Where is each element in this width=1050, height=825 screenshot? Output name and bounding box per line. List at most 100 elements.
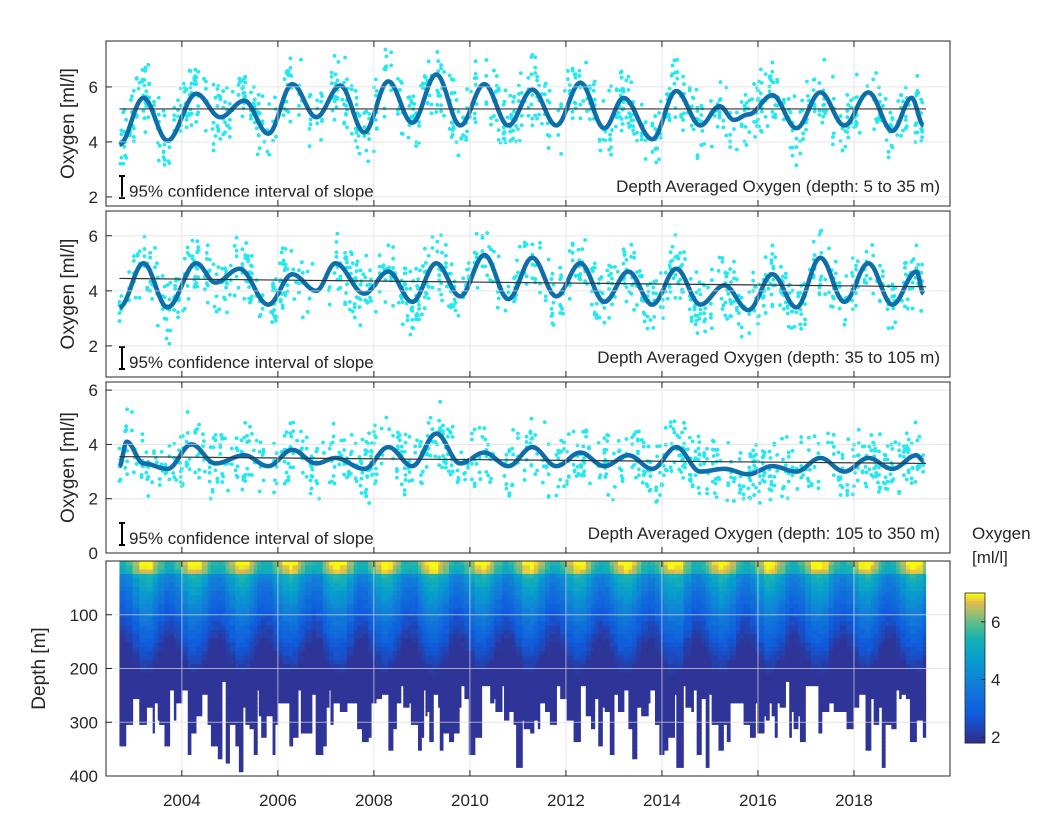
heatmap-cell xyxy=(311,578,317,583)
data-point xyxy=(511,427,516,432)
heatmap-cell xyxy=(119,569,127,575)
data-point xyxy=(648,487,653,492)
data-point xyxy=(893,440,898,445)
data-point xyxy=(439,63,444,67)
data-point xyxy=(632,132,637,136)
heatmap-cell xyxy=(266,582,274,588)
heatmap-cell xyxy=(249,715,255,721)
data-point xyxy=(365,300,370,305)
heatmap-cell xyxy=(225,561,230,566)
heatmap-cell xyxy=(217,737,223,743)
heatmap-cell xyxy=(146,599,154,605)
data-point xyxy=(748,478,753,483)
data-point xyxy=(354,102,359,107)
data-point xyxy=(697,452,702,457)
data-point xyxy=(167,297,172,302)
data-point xyxy=(463,471,468,475)
data-point xyxy=(131,139,136,144)
heatmap-cell xyxy=(289,737,294,743)
heatmap-cell xyxy=(277,569,283,575)
heatmap-cell xyxy=(210,677,219,682)
data-point xyxy=(845,489,850,494)
heatmap-cell xyxy=(154,578,159,583)
data-point xyxy=(167,341,172,346)
heatmap-cell xyxy=(249,625,255,631)
heatmap-cell xyxy=(225,608,230,614)
heatmap-cell xyxy=(282,655,290,661)
data-point xyxy=(429,102,434,107)
data-point xyxy=(709,312,713,317)
data-point xyxy=(551,300,556,305)
data-point xyxy=(599,275,604,280)
heatmap-cell xyxy=(125,621,134,626)
heatmap-cell xyxy=(282,608,290,614)
heatmap-cell xyxy=(201,629,209,635)
heatmap-cell xyxy=(217,608,223,614)
heatmap-cell xyxy=(119,565,127,571)
data-point xyxy=(373,479,378,483)
heatmap-cell xyxy=(235,629,240,635)
data-point xyxy=(292,297,297,302)
data-point xyxy=(898,453,902,458)
data-point xyxy=(571,462,576,467)
heatmap-cell xyxy=(139,565,147,571)
data-point xyxy=(223,130,227,135)
heatmap-cell xyxy=(261,711,267,717)
heatmap-cell xyxy=(315,655,324,661)
heatmap-cell xyxy=(282,659,290,665)
data-point xyxy=(246,257,251,262)
data-point xyxy=(812,253,817,257)
data-point xyxy=(583,238,588,242)
heatmap-cell xyxy=(235,690,240,695)
data-point xyxy=(140,67,145,72)
heatmap-cell xyxy=(300,651,306,657)
data-point xyxy=(444,253,448,258)
data-point xyxy=(877,473,881,477)
data-point xyxy=(558,477,563,482)
data-point xyxy=(403,271,408,276)
data-point xyxy=(706,285,710,290)
data-point xyxy=(478,477,483,481)
data-point xyxy=(635,303,639,307)
data-point xyxy=(878,92,882,97)
data-point xyxy=(612,264,617,269)
heatmap-cell xyxy=(159,629,166,635)
heatmap-cell xyxy=(245,608,251,614)
data-point xyxy=(322,451,326,455)
data-point xyxy=(763,72,768,77)
data-point xyxy=(845,109,850,113)
data-point xyxy=(274,134,278,139)
data-point xyxy=(146,115,151,120)
data-point xyxy=(608,132,612,137)
data-point xyxy=(688,473,693,477)
data-point xyxy=(838,114,843,119)
heatmap-cell xyxy=(217,733,223,738)
heatmap-cell xyxy=(261,638,267,644)
heatmap-cell xyxy=(217,728,223,734)
heatmap-cell xyxy=(315,608,324,614)
heatmap-cell xyxy=(164,582,171,588)
heatmap-cell xyxy=(261,608,267,614)
data-point xyxy=(588,117,592,122)
heatmap-cell xyxy=(164,694,171,700)
heatmap-cell xyxy=(322,569,327,575)
data-point xyxy=(566,432,571,437)
data-point xyxy=(193,470,198,475)
data-point xyxy=(570,109,575,114)
heatmap-cell xyxy=(119,724,127,730)
data-point xyxy=(400,322,405,327)
heatmap-cell xyxy=(249,569,255,575)
data-point xyxy=(173,286,178,291)
heatmap-cell xyxy=(235,565,240,571)
heatmap-cell xyxy=(322,616,327,622)
heatmap-cell xyxy=(229,565,236,571)
data-point xyxy=(899,133,903,138)
heatmap-cell xyxy=(169,569,175,575)
heatmap-cell xyxy=(238,694,244,700)
heatmap-cell xyxy=(164,595,171,601)
heatmap-cell xyxy=(217,642,223,648)
data-point xyxy=(137,295,142,300)
heatmap-cell xyxy=(304,659,313,665)
data-point xyxy=(315,121,320,126)
heatmap-cell xyxy=(164,728,171,734)
